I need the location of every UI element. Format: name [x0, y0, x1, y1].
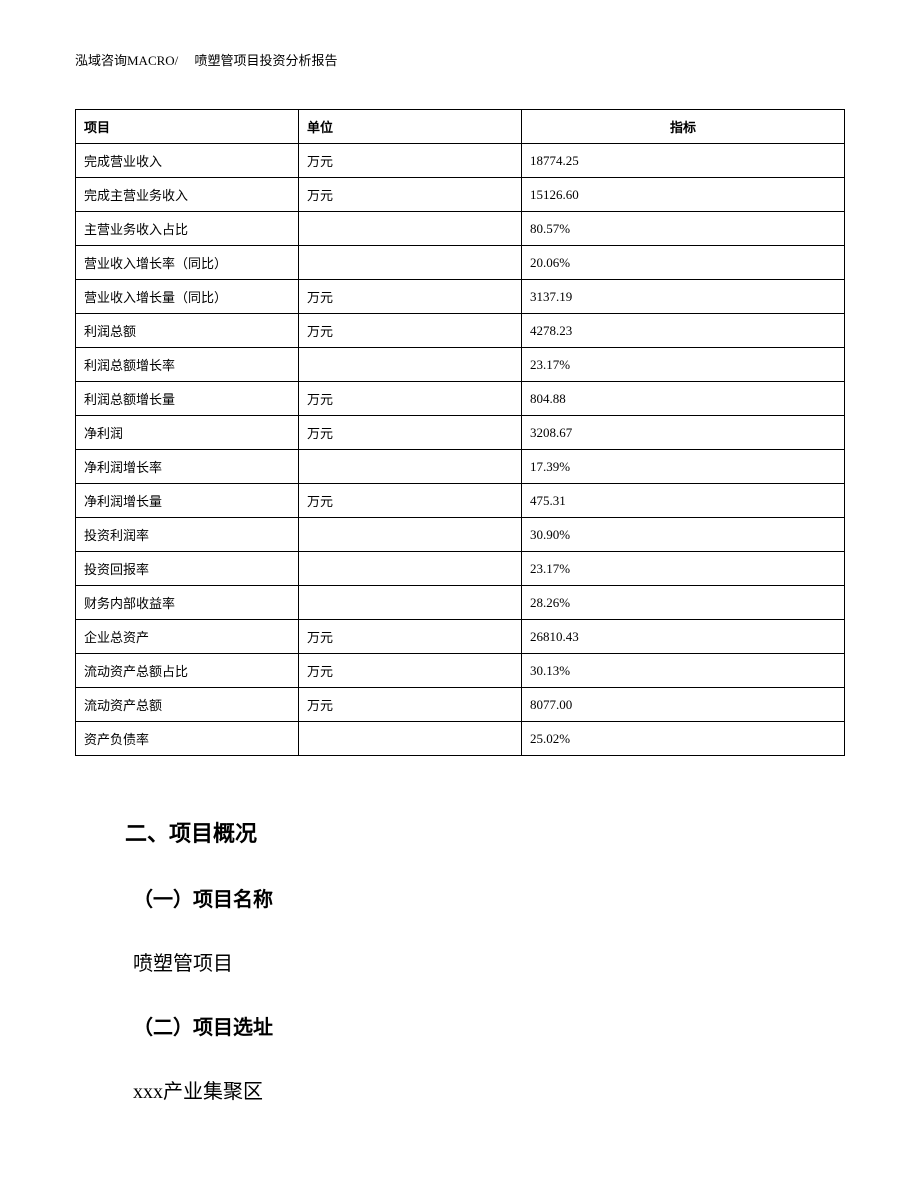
cell-project: 主营业务收入占比 [76, 212, 299, 246]
cell-unit: 万元 [299, 484, 522, 518]
table-row: 流动资产总额 万元 8077.00 [76, 688, 845, 722]
col-header-unit: 单位 [299, 110, 522, 144]
cell-unit [299, 212, 522, 246]
table-header-row: 项目 单位 指标 [76, 110, 845, 144]
cell-project: 完成主营业务收入 [76, 178, 299, 212]
table-row: 利润总额增长率 23.17% [76, 348, 845, 382]
table-row: 投资利润率 30.90% [76, 518, 845, 552]
cell-project: 净利润增长量 [76, 484, 299, 518]
cell-value: 28.26% [522, 586, 845, 620]
table-row: 营业收入增长量（同比） 万元 3137.19 [76, 280, 845, 314]
cell-value: 15126.60 [522, 178, 845, 212]
cell-value: 17.39% [522, 450, 845, 484]
table-row: 净利润增长率 17.39% [76, 450, 845, 484]
cell-project: 投资利润率 [76, 518, 299, 552]
cell-project: 企业总资产 [76, 620, 299, 654]
cell-project: 净利润 [76, 416, 299, 450]
cell-value: 30.13% [522, 654, 845, 688]
cell-unit [299, 246, 522, 280]
table-row: 净利润增长量 万元 475.31 [76, 484, 845, 518]
cell-project: 资产负债率 [76, 722, 299, 756]
cell-unit: 万元 [299, 178, 522, 212]
table-row: 企业总资产 万元 26810.43 [76, 620, 845, 654]
subsection-2-1-heading: （一）项目名称 [133, 883, 845, 912]
cell-project: 利润总额增长量 [76, 382, 299, 416]
cell-project: 净利润增长率 [76, 450, 299, 484]
project-location-text: xxx产业集聚区 [133, 1075, 845, 1104]
cell-unit: 万元 [299, 382, 522, 416]
cell-project: 投资回报率 [76, 552, 299, 586]
cell-unit: 万元 [299, 654, 522, 688]
cell-unit: 万元 [299, 620, 522, 654]
cell-unit [299, 552, 522, 586]
cell-unit: 万元 [299, 280, 522, 314]
table-row: 投资回报率 23.17% [76, 552, 845, 586]
cell-project: 流动资产总额占比 [76, 654, 299, 688]
cell-value: 475.31 [522, 484, 845, 518]
cell-value: 3137.19 [522, 280, 845, 314]
cell-project: 营业收入增长量（同比） [76, 280, 299, 314]
cell-value: 23.17% [522, 552, 845, 586]
cell-unit: 万元 [299, 688, 522, 722]
cell-value: 20.06% [522, 246, 845, 280]
cell-project: 营业收入增长率（同比） [76, 246, 299, 280]
cell-unit: 万元 [299, 314, 522, 348]
cell-project: 完成营业收入 [76, 144, 299, 178]
cell-project: 利润总额增长率 [76, 348, 299, 382]
table-row: 利润总额 万元 4278.23 [76, 314, 845, 348]
cell-unit: 万元 [299, 144, 522, 178]
cell-unit [299, 348, 522, 382]
table-row: 财务内部收益率 28.26% [76, 586, 845, 620]
subsection-2-2-heading: （二）项目选址 [133, 1011, 845, 1040]
table-row: 完成主营业务收入 万元 15126.60 [76, 178, 845, 212]
cell-unit [299, 722, 522, 756]
cell-value: 4278.23 [522, 314, 845, 348]
financial-indicators-table: 项目 单位 指标 完成营业收入 万元 18774.25 完成主营业务收入 万元 … [75, 109, 845, 756]
cell-value: 18774.25 [522, 144, 845, 178]
table-row: 主营业务收入占比 80.57% [76, 212, 845, 246]
table-row: 流动资产总额占比 万元 30.13% [76, 654, 845, 688]
cell-value: 26810.43 [522, 620, 845, 654]
cell-project: 财务内部收益率 [76, 586, 299, 620]
cell-value: 3208.67 [522, 416, 845, 450]
cell-value: 30.90% [522, 518, 845, 552]
cell-value: 8077.00 [522, 688, 845, 722]
table-row: 净利润 万元 3208.67 [76, 416, 845, 450]
table-row: 利润总额增长量 万元 804.88 [76, 382, 845, 416]
cell-project: 流动资产总额 [76, 688, 299, 722]
table-row: 营业收入增长率（同比） 20.06% [76, 246, 845, 280]
cell-unit: 万元 [299, 416, 522, 450]
col-header-project: 项目 [76, 110, 299, 144]
table-row: 资产负债率 25.02% [76, 722, 845, 756]
col-header-indicator: 指标 [522, 110, 845, 144]
cell-value: 80.57% [522, 212, 845, 246]
cell-value: 23.17% [522, 348, 845, 382]
cell-value: 804.88 [522, 382, 845, 416]
table-row: 完成营业收入 万元 18774.25 [76, 144, 845, 178]
cell-unit [299, 450, 522, 484]
project-name-text: 喷塑管项目 [133, 947, 845, 976]
cell-unit [299, 518, 522, 552]
document-header: 泓域咨询MACRO/ 喷塑管项目投资分析报告 [75, 50, 845, 69]
cell-project: 利润总额 [76, 314, 299, 348]
cell-value: 25.02% [522, 722, 845, 756]
section-2-heading: 二、项目概况 [125, 816, 845, 848]
cell-unit [299, 586, 522, 620]
